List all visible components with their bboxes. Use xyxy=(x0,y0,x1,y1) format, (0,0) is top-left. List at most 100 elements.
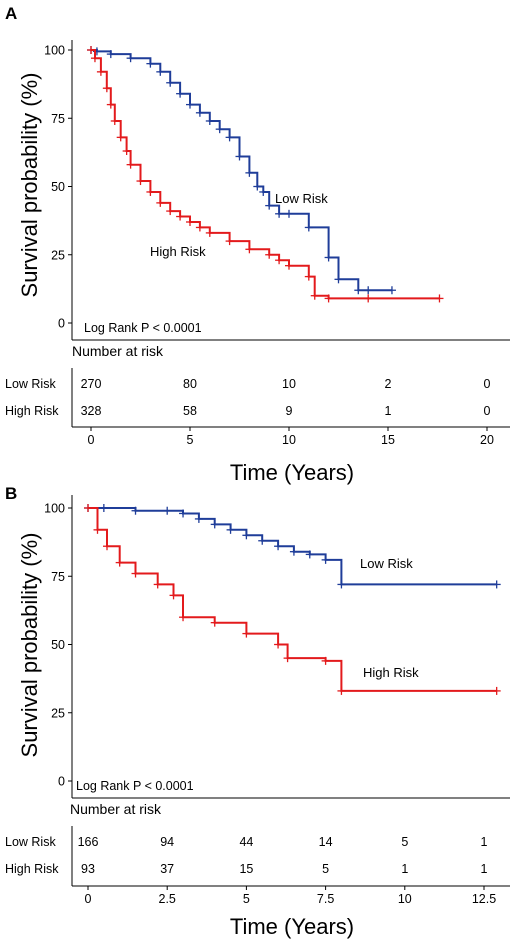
risk-table-cell: 15 xyxy=(239,862,253,876)
censor-mark xyxy=(169,591,178,600)
y-tick-label: 75 xyxy=(51,112,65,126)
y-tick-label: 50 xyxy=(51,638,65,652)
censor-mark xyxy=(99,504,108,512)
censor-mark xyxy=(285,209,293,218)
risk-table-cell: 5 xyxy=(322,862,329,876)
series-line-high-risk xyxy=(91,49,440,300)
risk-table-cell: 14 xyxy=(319,835,333,849)
panel-b-ylabel: Survival probability (%) xyxy=(17,533,42,758)
panel-a-time-axis: 0 5 10 15 20 xyxy=(71,368,510,447)
risk-table-cell: 328 xyxy=(81,404,102,418)
risk-table-cell: 58 xyxy=(183,404,197,418)
panel-a-risk-row-label: Low Risk xyxy=(5,377,56,391)
censor-mark xyxy=(275,256,284,265)
x-tick-label: 0 xyxy=(88,433,95,447)
x-tick-label: 5 xyxy=(243,892,250,906)
risk-table-cell: 0 xyxy=(484,404,491,418)
censor-mark xyxy=(186,100,194,109)
censor-mark xyxy=(265,250,274,259)
x-tick-label: 2.5 xyxy=(159,892,176,906)
censor-mark xyxy=(324,253,333,262)
censor-mark xyxy=(321,555,330,564)
censor-mark xyxy=(131,569,140,578)
censor-mark xyxy=(176,89,185,98)
censor-mark xyxy=(387,286,396,295)
x-tick-label: 10 xyxy=(282,433,296,447)
censor-mark xyxy=(259,187,268,196)
censor-mark xyxy=(245,245,254,254)
censor-mark xyxy=(146,187,155,196)
censor-mark xyxy=(225,133,234,142)
censor-mark xyxy=(285,261,293,270)
censor-mark xyxy=(116,133,125,142)
censor-mark xyxy=(195,223,204,232)
y-tick-label: 50 xyxy=(51,180,65,194)
y-tick-label: 75 xyxy=(51,570,65,584)
panel-a-risk-title: Number at risk xyxy=(72,343,164,359)
censor-mark xyxy=(304,223,313,232)
censor-mark xyxy=(166,207,175,216)
x-tick-label: 12.5 xyxy=(472,892,496,906)
y-tick-label: 0 xyxy=(58,317,65,331)
censor-mark xyxy=(156,198,165,207)
censor-mark xyxy=(126,160,135,169)
censor-mark xyxy=(492,580,501,589)
panel-a-plot: 0 25 50 75 100 xyxy=(44,40,510,341)
censor-mark xyxy=(226,525,235,534)
risk-table-cell: 0 xyxy=(484,377,491,391)
panel-b-risk-title: Number at risk xyxy=(70,801,162,817)
risk-table-cell: 1 xyxy=(481,835,488,849)
censor-mark xyxy=(242,629,251,638)
panel-b-annotation: Log Rank P < 0.0001 xyxy=(76,779,194,793)
censor-mark xyxy=(87,46,95,54)
censor-mark xyxy=(153,580,162,589)
panel-b-high-risk-label: High Risk xyxy=(363,665,419,680)
panel-a-ylabel: Survival probability (%) xyxy=(17,73,42,298)
censor-mark xyxy=(210,618,219,627)
censor-mark xyxy=(258,536,267,545)
censor-mark xyxy=(265,201,274,210)
risk-table-cell: 80 xyxy=(183,377,197,391)
risk-table-cell: 9 xyxy=(286,404,293,418)
censor-mark xyxy=(102,84,111,93)
censor-mark xyxy=(225,237,234,246)
censor-mark xyxy=(126,54,135,63)
censor-mark xyxy=(179,613,188,622)
risk-table-cell: 1 xyxy=(385,404,392,418)
censor-mark xyxy=(163,506,172,515)
censor-mark xyxy=(289,547,298,556)
censor-mark xyxy=(194,514,203,523)
censor-mark xyxy=(136,177,145,186)
x-tick-label: 5 xyxy=(187,433,194,447)
censor-mark xyxy=(106,50,115,59)
y-tick-label: 25 xyxy=(51,706,65,720)
censor-mark xyxy=(337,580,346,589)
risk-table-cell: 1 xyxy=(481,862,488,876)
panel-b-time-axis: 0 2.5 5 7.5 10 12.5 xyxy=(71,826,510,906)
censor-mark xyxy=(84,504,92,512)
censor-mark xyxy=(215,125,224,134)
censor-mark xyxy=(274,542,283,551)
censor-mark xyxy=(205,228,214,237)
censor-mark xyxy=(304,272,313,281)
y-tick-label: 25 xyxy=(51,248,65,262)
panel-a-letter: A xyxy=(5,4,17,23)
censor-mark xyxy=(210,520,219,529)
censor-mark xyxy=(364,286,373,295)
series-line-high-risk xyxy=(88,507,497,692)
censor-mark xyxy=(364,294,373,303)
censor-mark xyxy=(106,100,115,109)
risk-table-cell: 270 xyxy=(81,377,102,391)
censor-mark xyxy=(235,152,244,161)
risk-table-cell: 93 xyxy=(81,862,95,876)
censor-mark xyxy=(93,525,102,534)
censor-mark xyxy=(274,640,283,649)
censor-mark xyxy=(96,67,105,76)
censor-mark xyxy=(195,108,204,117)
panel-b-low-risk-label: Low Risk xyxy=(360,556,413,571)
panel-b-xlabel: Time (Years) xyxy=(230,914,354,939)
